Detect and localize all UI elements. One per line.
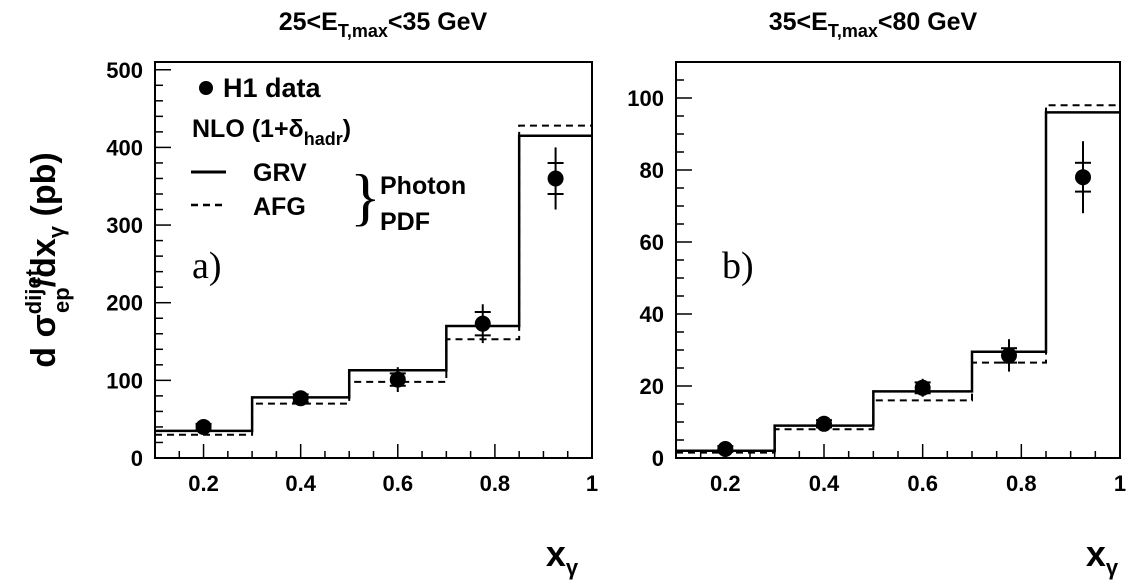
data-point	[914, 379, 931, 396]
series-afg-line	[155, 124, 592, 436]
x-axis-label-a: xγ	[546, 533, 579, 580]
data-point	[474, 315, 491, 332]
x-tick-label: 0.8	[1006, 471, 1037, 496]
legend-afg-label: AFG	[253, 193, 306, 221]
panel-a-title: 25<ET,max<35 GeV	[279, 8, 488, 41]
x-tick-label: 0.2	[188, 471, 219, 496]
legend-pdf-label: PDF	[380, 208, 430, 236]
panel-a-y-tick-labels: 0 100 200 300 400 500	[106, 58, 143, 471]
panel-a: 0.2 0.4 0.6 0.8 1 0 100 200 300 400 500 a) H1 dat…	[106, 58, 598, 496]
y-tick-label: 300	[106, 213, 143, 238]
x-tick-label: 0.6	[382, 471, 413, 496]
panel-b-y-tick-labels: 0 20 40 60 80 100	[627, 86, 664, 471]
y-tick-label: 0	[652, 446, 664, 471]
y-tick-label: 0	[131, 446, 143, 471]
x-tick-label: 0.2	[710, 471, 741, 496]
x-axis-label-b: xγ	[1086, 533, 1119, 580]
x-tick-label: 0.4	[285, 471, 316, 496]
y-tick-label: 80	[640, 158, 664, 183]
x-tick-label: 1	[586, 471, 598, 496]
data-point	[195, 418, 212, 435]
data-point	[816, 415, 832, 432]
y-tick-label: 100	[106, 368, 143, 393]
legend: H1 data NLO (1+δhadr) GRV AFG } Photon P…	[191, 73, 466, 236]
data-point	[717, 441, 734, 457]
legend-nlo-label: NLO (1+δhadr)	[192, 115, 351, 149]
panel-b-x-tick-labels: 0.2 0.4 0.6 0.8 1	[710, 471, 1126, 496]
y-tick-label: 100	[627, 86, 664, 111]
legend-data-marker	[199, 81, 213, 95]
y-tick-label: 400	[106, 135, 143, 160]
panel-b-data-points	[717, 141, 1091, 457]
data-point	[547, 170, 564, 187]
panel-a-ticks	[154, 69, 593, 459]
panel-b-title: 35<ET,max<80 GeV	[769, 8, 978, 41]
legend-photon-label: Photon	[380, 172, 466, 200]
x-tick-label: 0.4	[809, 471, 840, 496]
x-tick-label: 0.6	[907, 471, 938, 496]
x-tick-label: 1	[1114, 471, 1126, 496]
panel-b-label: b)	[722, 245, 754, 287]
panel-b: 0.2 0.4 0.6 0.8 1 0 20 40 60 80 100 b)	[627, 61, 1126, 496]
legend-grv-label: GRV	[253, 159, 307, 187]
data-point	[1075, 169, 1091, 186]
data-point	[1001, 347, 1017, 364]
x-tick-label: 0.8	[480, 471, 511, 496]
data-point	[292, 390, 309, 407]
y-tick-label: 200	[106, 291, 143, 316]
series-afg-line	[676, 104, 1120, 454]
panel-a-x-tick-labels: 0.2 0.4 0.6 0.8 1	[188, 471, 598, 496]
panel-a-data-points	[195, 147, 564, 435]
data-point	[389, 371, 406, 388]
legend-data-label: H1 data	[223, 73, 322, 103]
y-tick-label: 60	[640, 230, 664, 255]
y-axis-label: d σdijet ep/dxγ (pb)	[21, 152, 74, 367]
y-tick-label: 20	[640, 374, 664, 399]
panel-a-label: a)	[192, 245, 222, 287]
legend-brace: }	[350, 161, 381, 232]
y-tick-label: 40	[640, 302, 664, 327]
y-tick-label: 500	[106, 58, 143, 83]
